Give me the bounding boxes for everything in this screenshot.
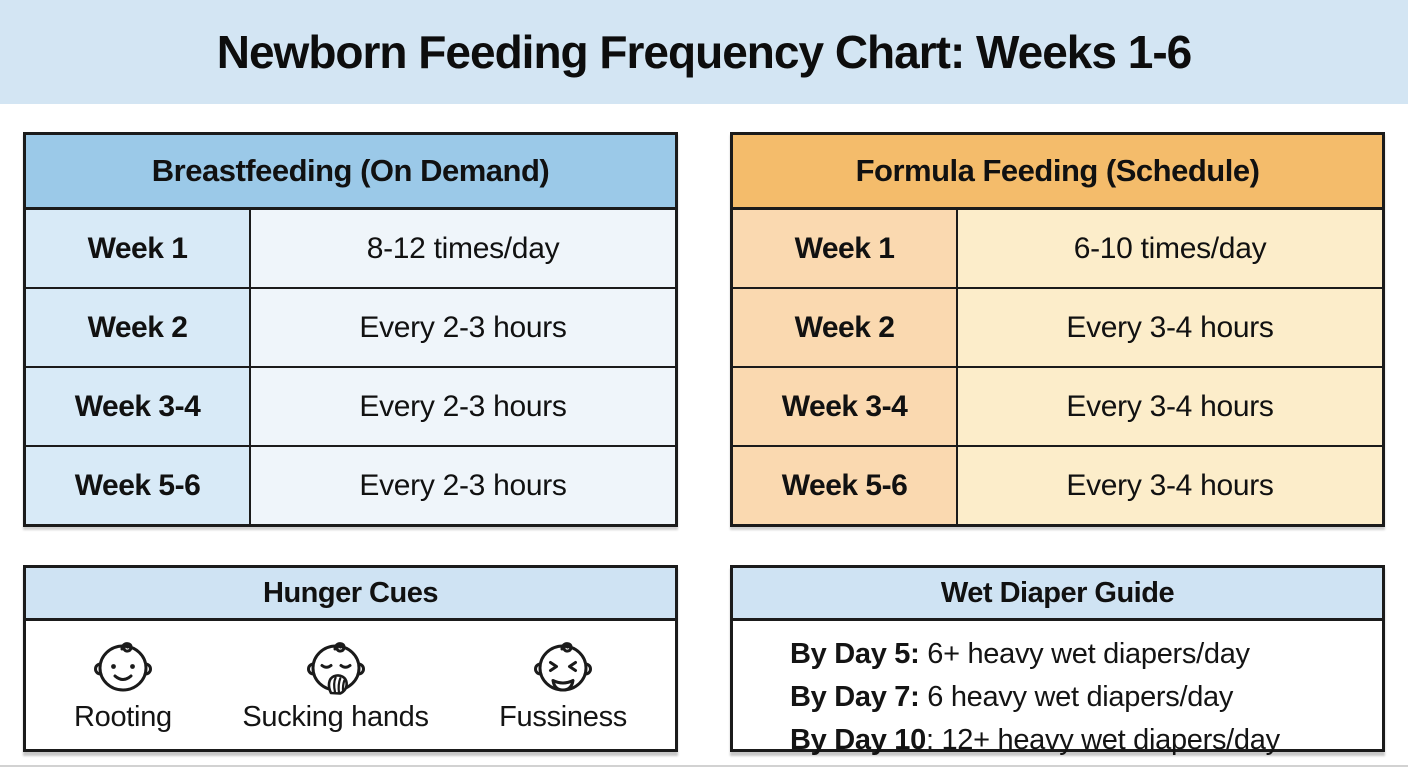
cue-item-fussiness: Fussiness bbox=[499, 633, 627, 734]
diaper-line-label: By Day 10 bbox=[790, 724, 926, 756]
value-cell: Every 2-3 hours bbox=[251, 447, 675, 524]
week-cell: Week 2 bbox=[26, 289, 251, 366]
value-cell: Every 2-3 hours bbox=[251, 289, 675, 366]
baby-rooting-icon bbox=[93, 641, 152, 691]
value-cell: Every 3-4 hours bbox=[958, 447, 1382, 524]
table-row: Week 5-6 Every 3-4 hours bbox=[733, 447, 1382, 524]
table-row: Week 1 8-12 times/day bbox=[26, 210, 675, 289]
table-row: Week 1 6-10 times/day bbox=[733, 210, 1382, 289]
table-row: Week 2 Every 2-3 hours bbox=[26, 289, 675, 368]
formula-table-header: Formula Feeding (Schedule) bbox=[733, 135, 1382, 210]
diaper-line-text: 6 heavy wet diapers/day bbox=[919, 681, 1234, 713]
diaper-guide-line: By Day 10: 12+ heavy wet diapers/day bbox=[790, 719, 1382, 762]
breastfeeding-table-header: Breastfeeding (On Demand) bbox=[26, 135, 675, 210]
week-cell: Week 3-4 bbox=[26, 368, 251, 445]
week-cell: Week 1 bbox=[26, 210, 251, 287]
cue-label: Sucking hands bbox=[242, 700, 429, 733]
hunger-cues-header: Hunger Cues bbox=[26, 568, 675, 621]
baby-sucking-hands-icon bbox=[306, 641, 365, 695]
wet-diaper-guide-header: Wet Diaper Guide bbox=[733, 568, 1382, 621]
hunger-cues-body: Rooting bbox=[26, 621, 675, 749]
cue-label: Rooting bbox=[74, 700, 172, 733]
value-cell: 6-10 times/day bbox=[958, 210, 1382, 287]
table-row: Week 2 Every 3-4 hours bbox=[733, 289, 1382, 368]
table-row: Week 3-4 Every 2-3 hours bbox=[26, 368, 675, 447]
title-band: Newborn Feeding Frequency Chart: Weeks 1… bbox=[0, 0, 1408, 104]
wet-diaper-guide-body: By Day 5: 6+ heavy wet diapers/day By Da… bbox=[733, 621, 1382, 762]
table-row: Week 3-4 Every 3-4 hours bbox=[733, 368, 1382, 447]
cue-item-rooting: Rooting bbox=[74, 633, 172, 734]
week-cell: Week 3-4 bbox=[733, 368, 958, 445]
diaper-line-text: 6+ heavy wet diapers/day bbox=[919, 638, 1250, 670]
cue-label: Fussiness bbox=[499, 700, 627, 733]
week-cell: Week 5-6 bbox=[733, 447, 958, 524]
breastfeeding-table: Breastfeeding (On Demand) Week 1 8-12 ti… bbox=[23, 132, 678, 527]
value-cell: Every 3-4 hours bbox=[958, 368, 1382, 445]
diaper-line-label: By Day 7: bbox=[790, 681, 920, 713]
diaper-guide-line: By Day 5: 6+ heavy wet diapers/day bbox=[790, 633, 1382, 676]
diaper-line-label: By Day 5: bbox=[790, 638, 920, 670]
page-title: Newborn Feeding Frequency Chart: Weeks 1… bbox=[216, 26, 1192, 78]
value-cell: 8-12 times/day bbox=[251, 210, 675, 287]
baby-fussiness-icon bbox=[534, 641, 593, 691]
diaper-guide-line: By Day 7: 6 heavy wet diapers/day bbox=[790, 676, 1382, 719]
wet-diaper-guide-box: Wet Diaper Guide By Day 5: 6+ heavy wet … bbox=[730, 565, 1385, 756]
formula-table: Formula Feeding (Schedule) Week 1 6-10 t… bbox=[730, 132, 1385, 527]
week-cell: Week 5-6 bbox=[26, 447, 251, 524]
diaper-line-text: : 12+ heavy wet diapers/day bbox=[925, 724, 1280, 756]
bottom-edge-line bbox=[0, 765, 1408, 767]
week-cell: Week 1 bbox=[733, 210, 958, 287]
hunger-cues-box: Hunger Cues Rooting bbox=[23, 565, 678, 752]
value-cell: Every 2-3 hours bbox=[251, 368, 675, 445]
week-cell: Week 2 bbox=[733, 289, 958, 366]
cue-item-sucking-hands: Sucking hands bbox=[242, 633, 429, 734]
value-cell: Every 3-4 hours bbox=[958, 289, 1382, 366]
table-row: Week 5-6 Every 2-3 hours bbox=[26, 447, 675, 524]
